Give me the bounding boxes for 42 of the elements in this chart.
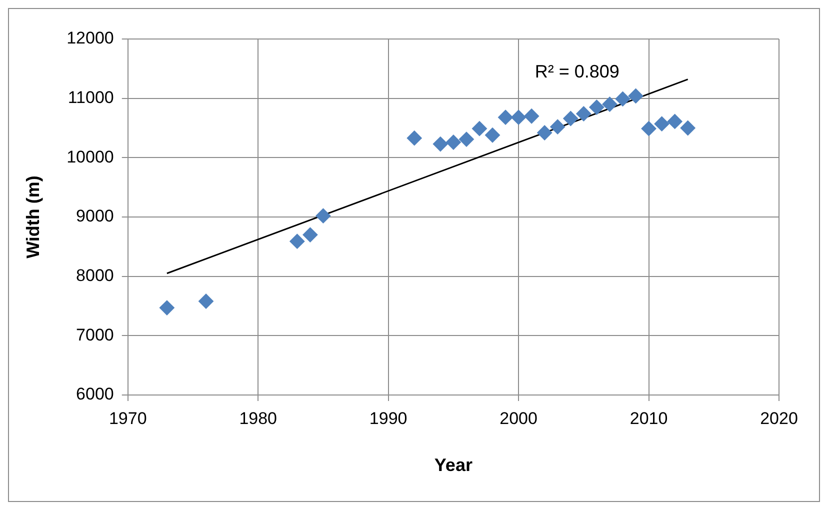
point — [316, 208, 331, 224]
x-tick-label: 2000 — [500, 408, 538, 428]
point — [524, 108, 540, 124]
y-tick-label: 6000 — [76, 384, 114, 404]
point — [472, 121, 487, 136]
point — [654, 116, 670, 132]
point — [290, 234, 305, 249]
point — [641, 121, 656, 136]
point — [667, 114, 682, 129]
point — [680, 120, 696, 136]
point — [458, 132, 474, 147]
point — [406, 130, 422, 146]
y-tick-label: 12000 — [66, 28, 114, 48]
point — [302, 227, 318, 242]
y-axis-title: Width (m) — [22, 176, 43, 258]
y-tick-label: 11000 — [68, 88, 114, 108]
y-tick-label: 8000 — [76, 266, 114, 286]
point — [576, 106, 592, 122]
x-tick-label: 2020 — [760, 408, 798, 428]
point — [485, 128, 500, 143]
x-tick-label: 1990 — [369, 408, 408, 428]
x-axis-title: Year — [434, 455, 472, 476]
point — [550, 119, 566, 134]
point — [563, 111, 578, 126]
point — [198, 294, 214, 309]
point — [602, 96, 618, 112]
point — [589, 100, 604, 115]
point — [432, 136, 448, 152]
point — [615, 91, 630, 106]
point — [511, 110, 526, 125]
y-tick-label: 7000 — [76, 325, 114, 344]
x-tick-label: 1970 — [108, 408, 147, 428]
annotation: R² = 0.809 — [534, 61, 620, 82]
point — [628, 88, 644, 104]
point — [498, 110, 514, 125]
point — [446, 134, 461, 150]
y-tick-label: 9000 — [76, 206, 114, 226]
y-tick-label: 10000 — [66, 147, 114, 166]
point — [159, 300, 174, 316]
x-tick-label: 1980 — [239, 408, 278, 428]
x-tick-label: 2010 — [630, 408, 668, 428]
point — [537, 125, 552, 140]
